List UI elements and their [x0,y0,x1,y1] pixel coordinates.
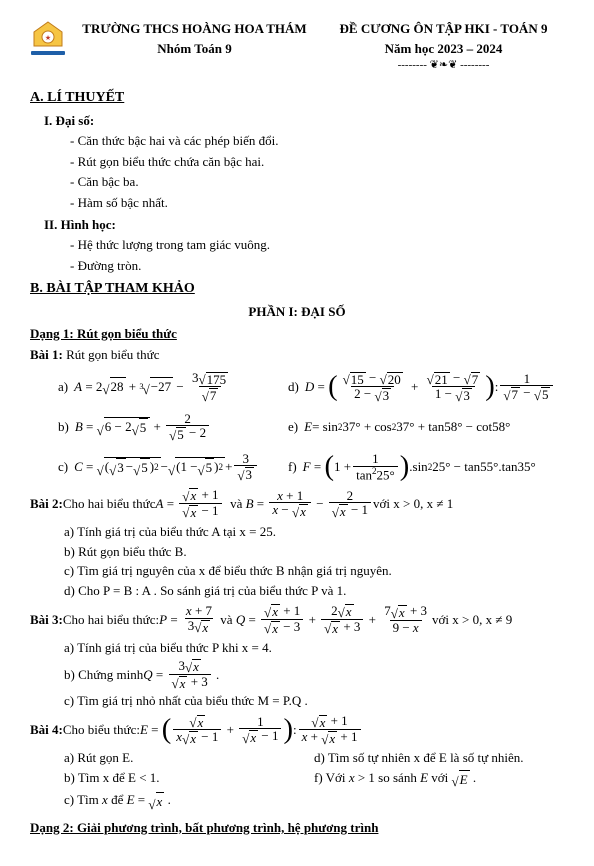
bai4-a: a) Rút gọn E. [64,749,314,767]
bai-4-expr: E = ( √xx√x − 1 + 1√x − 1 ): √x + 1x + √… [140,714,363,746]
dang-1: Dạng 1: Rút gọn biểu thức [30,325,564,343]
bai-3-text: Cho hai biểu thức: [63,611,159,629]
lbl-b: b) [58,418,69,436]
ii-item: - Đường tròn. [70,257,564,275]
bai-2-tail: với x > 0, x ≠ 1 [373,495,453,513]
bai3-b-expr: Q = 3√x√x + 3 . [143,659,219,691]
bai3-b-text: b) Chứng minh [64,666,143,684]
doc-title: ĐỀ CƯƠNG ÔN TẬP HKI - TOÁN 9 [323,20,564,38]
ii-item: - Hệ thức lượng trong tam giác vuông. [70,236,564,254]
bai-3: Bài 3: Cho hai biểu thức: P = x + 73√x v… [30,604,564,636]
bai-3-expr: P = x + 73√x và Q = √x + 1√x − 3 + 2√x√x… [159,604,432,636]
bai1-row-ad: a) A = 2√28 + 3√−27 − 3√175√7 d) D = ( √… [58,370,564,404]
bai4-f: f) Với x > 1 so sánh E với √E . [314,769,564,788]
bai4-row: b) Tìm x để E < 1. f) Với x > 1 so sánh … [64,769,564,788]
lbl-a: a) [58,378,68,396]
bai4-d: d) Tìm số tự nhiên x để E là số tự nhiên… [314,749,564,767]
bai-3-list: a) Tính giá trị của biểu thức P khi x = … [64,639,564,710]
lbl-c: c) [58,458,68,476]
bai3-a: a) Tính giá trị của biểu thức P khi x = … [64,639,564,657]
expr-d: D = ( √15 − √202 − √3 + √21 − √71 − √3 )… [305,371,556,403]
bai1-row-be: b) B = √6 − 2√5 + 2√5 − 2 e) E = sin237°… [58,410,564,444]
i-item: - Hàm số bậc nhất. [70,194,564,212]
bai-2-label: Bài 2: [30,495,63,513]
school-name: TRƯỜNG THCS HOÀNG HOA THÁM [74,20,315,38]
bai3-b: b) Chứng minh Q = 3√x√x + 3 . [64,659,564,691]
i-item: - Căn bậc ba. [70,173,564,191]
bai-1-label: Bài 1: [30,347,66,362]
expr-b: B = √6 − 2√5 + 2√5 − 2 [75,412,211,442]
lbl-d: d) [288,378,299,396]
bai-1-text: Rút gọn biểu thức [66,347,159,362]
bai-2-text: Cho hai biểu thức [63,495,156,513]
list-item: a) Tính giá trị của biểu thức A tại x = … [64,523,564,541]
bai-4: Bài 4: Cho biểu thức: E = ( √xx√x − 1 + … [30,714,564,746]
dang-2: Dạng 2: Giải phương trình, bất phương tr… [30,819,564,837]
list-item: b) Rút gọn biểu thức B. [64,543,564,561]
subsection-i: I. Đại số: [44,112,564,130]
i-item: - Căn thức bậc hai và các phép biến đổi. [70,132,564,150]
bai-2: Bài 2: Cho hai biểu thức A = √x + 1√x − … [30,488,564,520]
section-a-title: A. LÍ THUYẾT [30,89,564,108]
bai-4-text: Cho biểu thức: [63,721,140,739]
bai-3-tail: với x > 0, x ≠ 9 [432,611,512,629]
bai-2-expr: A = √x + 1√x − 1 và B = x + 1x − √x − 2√… [156,488,374,520]
list-item: d) Cho P = B : A . So sánh giá trị của b… [64,582,564,600]
school-year: Năm học 2023 – 2024 [323,40,564,58]
expr-e: E = sin237° + cos237° + tan58° − cot58° [304,418,510,436]
lbl-f: f) [288,458,297,476]
part-1-title: PHẦN I: ĐẠI SỐ [30,303,564,321]
lbl-e: e) [288,418,298,436]
bai-2-list: a) Tính giá trị của biểu thức A tại x = … [64,523,564,599]
bai-1: Bài 1: Rút gọn biểu thức [30,346,564,364]
bai4-b: b) Tìm x để E < 1. [64,769,314,788]
bai-4-label: Bài 4: [30,721,63,739]
bai1-row-cf: c) C = √(√3 − √5)2 − √(1 − √5)2 + 3√3 f)… [58,450,564,484]
group-name: Nhóm Toán 9 [74,40,315,58]
subsection-ii: II. Hình học: [44,216,564,234]
bai4-c: c) Tìm x để E = √x . [64,791,314,810]
svg-text:★: ★ [45,34,51,42]
i-item: - Rút gọn biểu thức chứa căn bậc hai. [70,153,564,171]
expr-f: F = (1 + 1tan225°).sin225° − tan55°.tan3… [303,452,536,482]
header-right: ĐỀ CƯƠNG ÔN TẬP HKI - TOÁN 9 Năm học 202… [323,20,564,83]
bai4-row: c) Tìm x để E = √x . [64,791,564,810]
section-b-title: B. BÀI TẬP THAM KHẢO [30,280,564,299]
bai4-row: a) Rút gọn E. d) Tìm số tự nhiên x để E … [64,749,564,767]
ornament: -------- ❦❧❦ -------- [323,58,564,73]
list-item: c) Tìm giá trị nguyên của x để biểu thức… [64,562,564,580]
header: ★ TRƯỜNG THCS HOÀNG HOA THÁM Nhóm Toán 9… [30,20,564,83]
bai3-c: c) Tìm giá trị nhỏ nhất của biểu thức M … [64,692,564,710]
school-logo: ★ [30,20,66,60]
header-left: TRƯỜNG THCS HOÀNG HOA THÁM Nhóm Toán 9 [74,20,315,57]
expr-c: C = √(√3 − √5)2 − √(1 − √5)2 + 3√3 [74,452,259,482]
bai-3-label: Bài 3: [30,611,63,629]
expr-a: A = 2√28 + 3√−27 − 3√175√7 [74,371,233,403]
